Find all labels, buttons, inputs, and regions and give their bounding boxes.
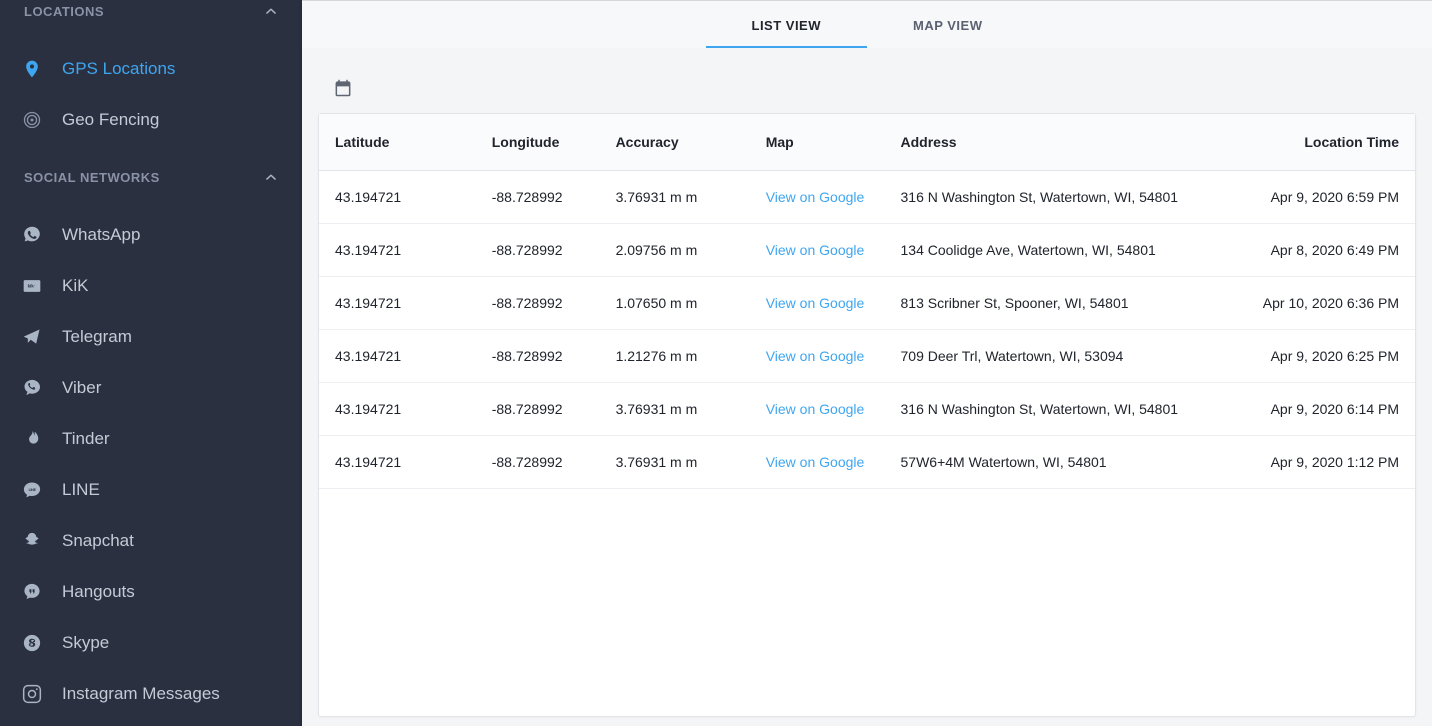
svg-text:kik·: kik· — [28, 283, 36, 288]
svg-text:LINE: LINE — [29, 487, 37, 491]
